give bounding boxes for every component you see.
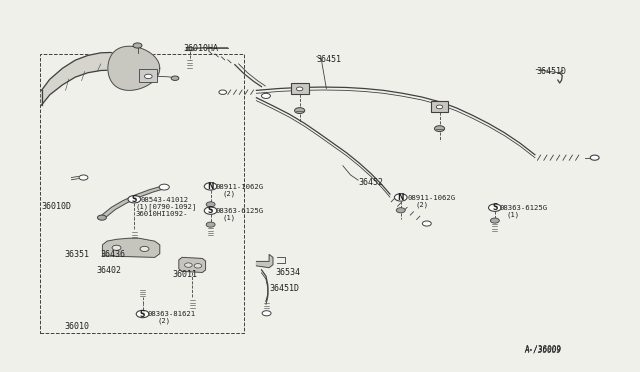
Circle shape: [422, 221, 431, 226]
Text: 08543-41012: 08543-41012: [141, 197, 189, 203]
Text: 36452: 36452: [358, 178, 383, 187]
Text: 36436: 36436: [100, 250, 125, 259]
Text: 36011: 36011: [173, 270, 198, 279]
FancyBboxPatch shape: [291, 83, 308, 94]
Circle shape: [590, 155, 599, 160]
Circle shape: [172, 76, 179, 80]
Text: 08363-81621: 08363-81621: [147, 311, 195, 317]
Circle shape: [204, 183, 217, 190]
Circle shape: [296, 87, 303, 91]
Circle shape: [79, 175, 88, 180]
Circle shape: [97, 215, 106, 220]
Text: A-/36009: A-/36009: [525, 344, 562, 353]
Text: (1): (1): [507, 212, 520, 218]
Text: 36010: 36010: [65, 322, 90, 331]
Circle shape: [396, 208, 405, 213]
Text: 36451D: 36451D: [269, 285, 299, 294]
Text: S: S: [208, 206, 213, 215]
Polygon shape: [108, 46, 160, 90]
Text: A-/36009: A-/36009: [525, 345, 562, 354]
Circle shape: [112, 245, 121, 250]
Circle shape: [490, 218, 499, 223]
Text: 36010D: 36010D: [42, 202, 72, 211]
Circle shape: [488, 204, 501, 211]
Text: S: S: [132, 195, 137, 204]
Polygon shape: [186, 47, 193, 50]
Text: (1): (1): [223, 215, 236, 221]
Polygon shape: [102, 238, 160, 257]
Text: S: S: [492, 203, 497, 212]
Text: N: N: [207, 182, 214, 191]
Circle shape: [262, 93, 271, 99]
Circle shape: [184, 263, 192, 267]
Text: S: S: [140, 310, 145, 318]
Text: (2): (2): [157, 318, 170, 324]
Circle shape: [436, 105, 443, 109]
Text: N: N: [397, 193, 404, 202]
Polygon shape: [179, 257, 205, 272]
Circle shape: [206, 222, 215, 227]
Circle shape: [159, 184, 170, 190]
Text: 36402: 36402: [96, 266, 121, 275]
Bar: [40, 54, 244, 333]
Circle shape: [394, 194, 407, 201]
Text: 08911-1062G: 08911-1062G: [215, 184, 263, 190]
Circle shape: [145, 74, 152, 78]
Text: 36351: 36351: [65, 250, 90, 259]
Circle shape: [219, 90, 227, 94]
FancyBboxPatch shape: [431, 102, 449, 112]
Circle shape: [204, 207, 217, 214]
Circle shape: [140, 246, 149, 251]
Text: (1)[0790-1092]: (1)[0790-1092]: [136, 203, 197, 210]
Text: (2): (2): [223, 190, 236, 197]
Circle shape: [206, 202, 215, 207]
Text: 36451: 36451: [317, 55, 342, 64]
Text: (2): (2): [415, 202, 429, 208]
Text: 08363-6125G: 08363-6125G: [499, 205, 547, 211]
Text: 08911-1062G: 08911-1062G: [408, 195, 456, 201]
Text: 36534: 36534: [275, 268, 301, 277]
Text: 36010HI1092-: 36010HI1092-: [136, 211, 188, 217]
Polygon shape: [42, 52, 122, 105]
Polygon shape: [122, 56, 137, 74]
FancyBboxPatch shape: [140, 69, 157, 82]
Polygon shape: [257, 254, 273, 268]
Circle shape: [136, 310, 149, 318]
Text: 08363-6125G: 08363-6125G: [215, 208, 263, 214]
Circle shape: [128, 196, 141, 203]
Circle shape: [294, 108, 305, 113]
Circle shape: [194, 264, 202, 268]
Circle shape: [262, 311, 271, 316]
Text: 36010HA: 36010HA: [183, 44, 218, 52]
Circle shape: [435, 126, 445, 132]
Text: 36451D: 36451D: [536, 67, 566, 77]
Circle shape: [133, 43, 142, 48]
Polygon shape: [100, 186, 166, 218]
